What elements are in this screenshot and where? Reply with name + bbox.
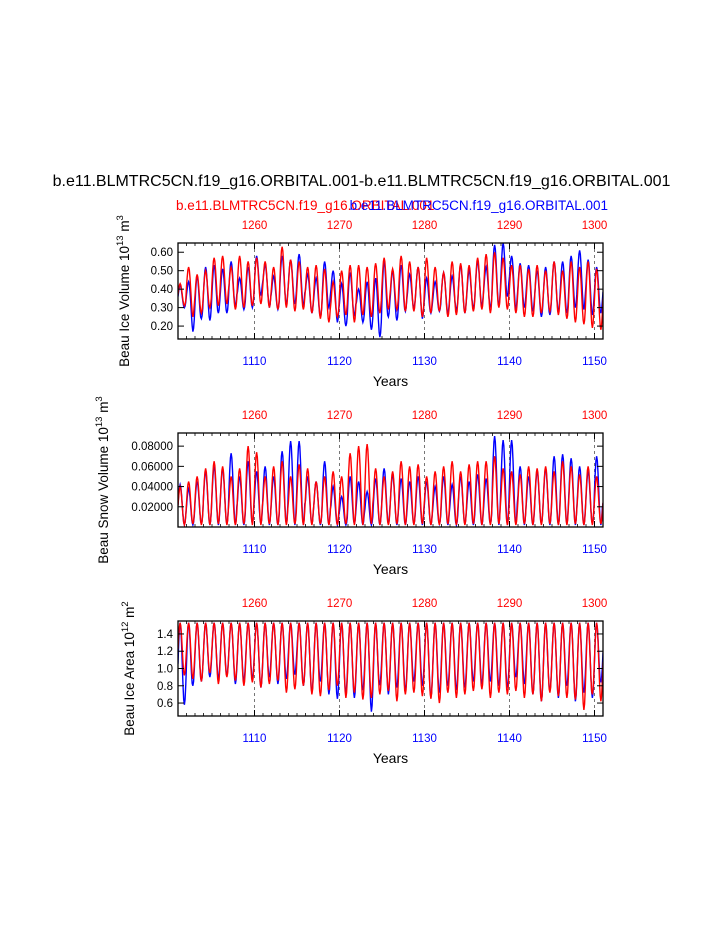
x-axis-label: Years (373, 750, 408, 766)
y-tick-label: 1.0 (157, 664, 173, 676)
x-tick-label-bottom: 1140 (497, 733, 522, 745)
x-tick-label-bottom: 1150 (582, 544, 607, 556)
x-tick-label-bottom: 1130 (412, 356, 437, 368)
x-tick-label-top: 1280 (412, 598, 438, 610)
y-tick-label: 0.04000 (131, 482, 173, 494)
y-axis-label-part: 13 (115, 235, 126, 246)
chart-panel-2: 0.02000 0.04000 0.06000 0.08000 1110 1120 1130… (94, 396, 607, 577)
y-axis-label-part: 12 (120, 622, 131, 633)
y-tick-label: 0.60 (151, 247, 173, 259)
x-tick-label-bottom: 1120 (327, 544, 352, 556)
x-tick-label-top: 1270 (327, 220, 353, 232)
subtitle-left: b.e11.BLMTRC5CN.f19_g16.ORBITAL.001 (176, 198, 434, 213)
x-tick-label-bottom: 1110 (243, 544, 267, 556)
y-axis-label-part: 2 (120, 601, 131, 606)
x-tick-label-top: 1290 (497, 410, 523, 422)
x-tick-label-bottom: 1150 (582, 356, 607, 368)
x-tick-label-top: 1280 (412, 410, 438, 422)
y-axis-label-part: 3 (94, 396, 105, 401)
subtitle-right: b.e11.BLMTRC5CN.f19_g16.ORBITAL.001 (350, 198, 608, 213)
x-tick-label-top: 1260 (242, 598, 268, 610)
y-axis-label: Beau Snow Volume 1013 m3 (94, 396, 111, 563)
chart-panels: 0.20 0.30 0.40 0.50 0.60 1110 1120 1130 1140 1150… (94, 215, 607, 766)
x-tick-label-bottom: 1130 (412, 544, 437, 556)
y-axis-label-part: Beau Snow Volume 10 (96, 427, 111, 564)
figure-title: b.e11.BLMTRC5CN.f19_g16.ORBITAL.001-b.e1… (53, 173, 671, 190)
y-tick-label: 0.30 (151, 303, 173, 315)
y-axis-label-part: m (117, 220, 132, 235)
series-line-red (178, 246, 603, 330)
y-axis-label-part: 13 (94, 417, 105, 428)
y-axis-label-part: m (122, 607, 137, 622)
series-group (178, 243, 603, 338)
x-tick-label-bottom: 1130 (412, 733, 437, 745)
y-axis-label-part: m (96, 402, 111, 417)
x-tick-label-top: 1270 (327, 410, 353, 422)
series-line-red (178, 444, 603, 527)
y-axis-label-part: Beau Ice Area 10 (122, 632, 137, 736)
x-tick-label-top: 1300 (582, 410, 608, 422)
plot-frame (177, 432, 604, 528)
y-tick-label: 0.02000 (131, 502, 173, 514)
x-tick-label-top: 1300 (582, 598, 608, 610)
x-tick-label-top: 1260 (242, 220, 268, 232)
y-tick-label: 0.50 (151, 266, 173, 278)
y-axis-label-part: Beau Ice Volume 10 (117, 246, 132, 367)
y-tick-label: 0.6 (157, 698, 173, 710)
x-tick-label-bottom: 1150 (582, 733, 607, 745)
y-axis-label: Beau Ice Volume 1013 m3 (115, 215, 132, 367)
x-axis-label: Years (373, 561, 408, 577)
x-tick-label-bottom: 1140 (497, 356, 522, 368)
x-tick-label-top: 1260 (242, 410, 268, 422)
x-tick-label-bottom: 1140 (497, 544, 522, 556)
series-line-red (178, 622, 603, 711)
plot-frame (177, 242, 604, 340)
series-group (178, 622, 603, 712)
x-tick-label-top: 1290 (497, 598, 523, 610)
x-tick-label-bottom: 1120 (327, 356, 352, 368)
x-tick-label-top: 1280 (412, 220, 438, 232)
y-tick-label: 0.20 (151, 321, 173, 333)
series-group (178, 435, 603, 527)
y-tick-label: 0.40 (151, 284, 173, 296)
y-tick-label: 0.8 (157, 681, 173, 693)
x-tick-label-top: 1290 (497, 220, 523, 232)
y-axis-label-part: 3 (115, 215, 126, 220)
x-tick-label-top: 1300 (582, 220, 608, 232)
y-tick-label: 0.08000 (131, 441, 173, 453)
chart-panel-1: 0.20 0.30 0.40 0.50 0.60 1110 1120 1130 1140 1150… (115, 215, 607, 389)
y-tick-label: 1.2 (157, 646, 173, 658)
y-tick-label: 1.4 (157, 629, 174, 641)
chart-panel-3: 0.6 0.8 1.0 1.2 1.4 1110 1120 1130 1140 1150 1260 1… (120, 598, 607, 766)
x-tick-label-bottom: 1110 (243, 356, 267, 368)
y-axis-label: Beau Ice Area 1012 m2 (120, 601, 137, 735)
x-tick-label-bottom: 1110 (243, 733, 267, 745)
x-tick-label-top: 1270 (327, 598, 353, 610)
x-axis-label: Years (373, 373, 408, 389)
x-tick-label-bottom: 1120 (327, 733, 352, 745)
y-tick-label: 0.06000 (131, 461, 173, 473)
